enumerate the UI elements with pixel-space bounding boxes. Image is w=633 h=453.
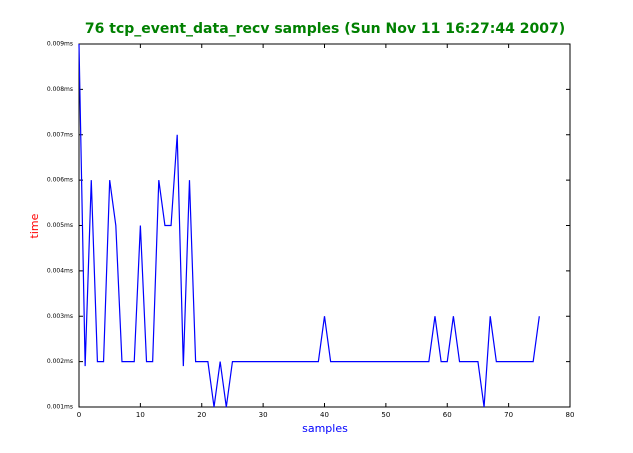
y-tick-label: 0.001ms xyxy=(47,404,73,411)
x-tick-label: 70 xyxy=(504,411,513,419)
x-tick-label: 80 xyxy=(566,411,575,419)
x-tick-label: 30 xyxy=(259,411,268,419)
y-tick-label: 0.009ms xyxy=(47,41,73,48)
y-tick-label: 0.002ms xyxy=(47,358,73,365)
x-tick-label: 0 xyxy=(77,411,81,419)
y-tick-label: 0.004ms xyxy=(47,267,73,274)
y-tick-label: 0.003ms xyxy=(47,313,73,320)
y-tick-label: 0.006ms xyxy=(47,177,73,184)
y-tick-label: 0.007ms xyxy=(47,131,73,138)
x-tick-label: 50 xyxy=(381,411,390,419)
y-tick-label: 0.008ms xyxy=(47,86,73,93)
x-tick-label: 40 xyxy=(320,411,329,419)
chart-title: 76 tcp_event_data_recv samples (Sun Nov … xyxy=(85,21,565,37)
y-tick-label: 0.005ms xyxy=(47,222,73,229)
data-line xyxy=(78,43,540,408)
x-tick-label: 20 xyxy=(197,411,206,419)
x-tick-label: 10 xyxy=(136,411,145,419)
x-tick-label: 60 xyxy=(443,411,452,419)
x-axis-label: samples xyxy=(302,422,348,435)
y-axis-label: time xyxy=(28,213,41,238)
